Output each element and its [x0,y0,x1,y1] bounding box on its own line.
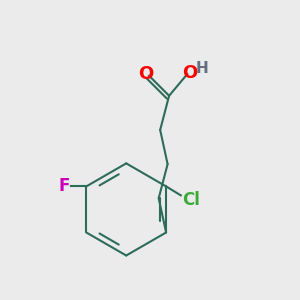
Text: O: O [183,64,198,82]
Text: Cl: Cl [182,191,200,209]
Text: O: O [138,65,153,83]
Text: F: F [58,177,70,195]
Text: H: H [195,61,208,76]
